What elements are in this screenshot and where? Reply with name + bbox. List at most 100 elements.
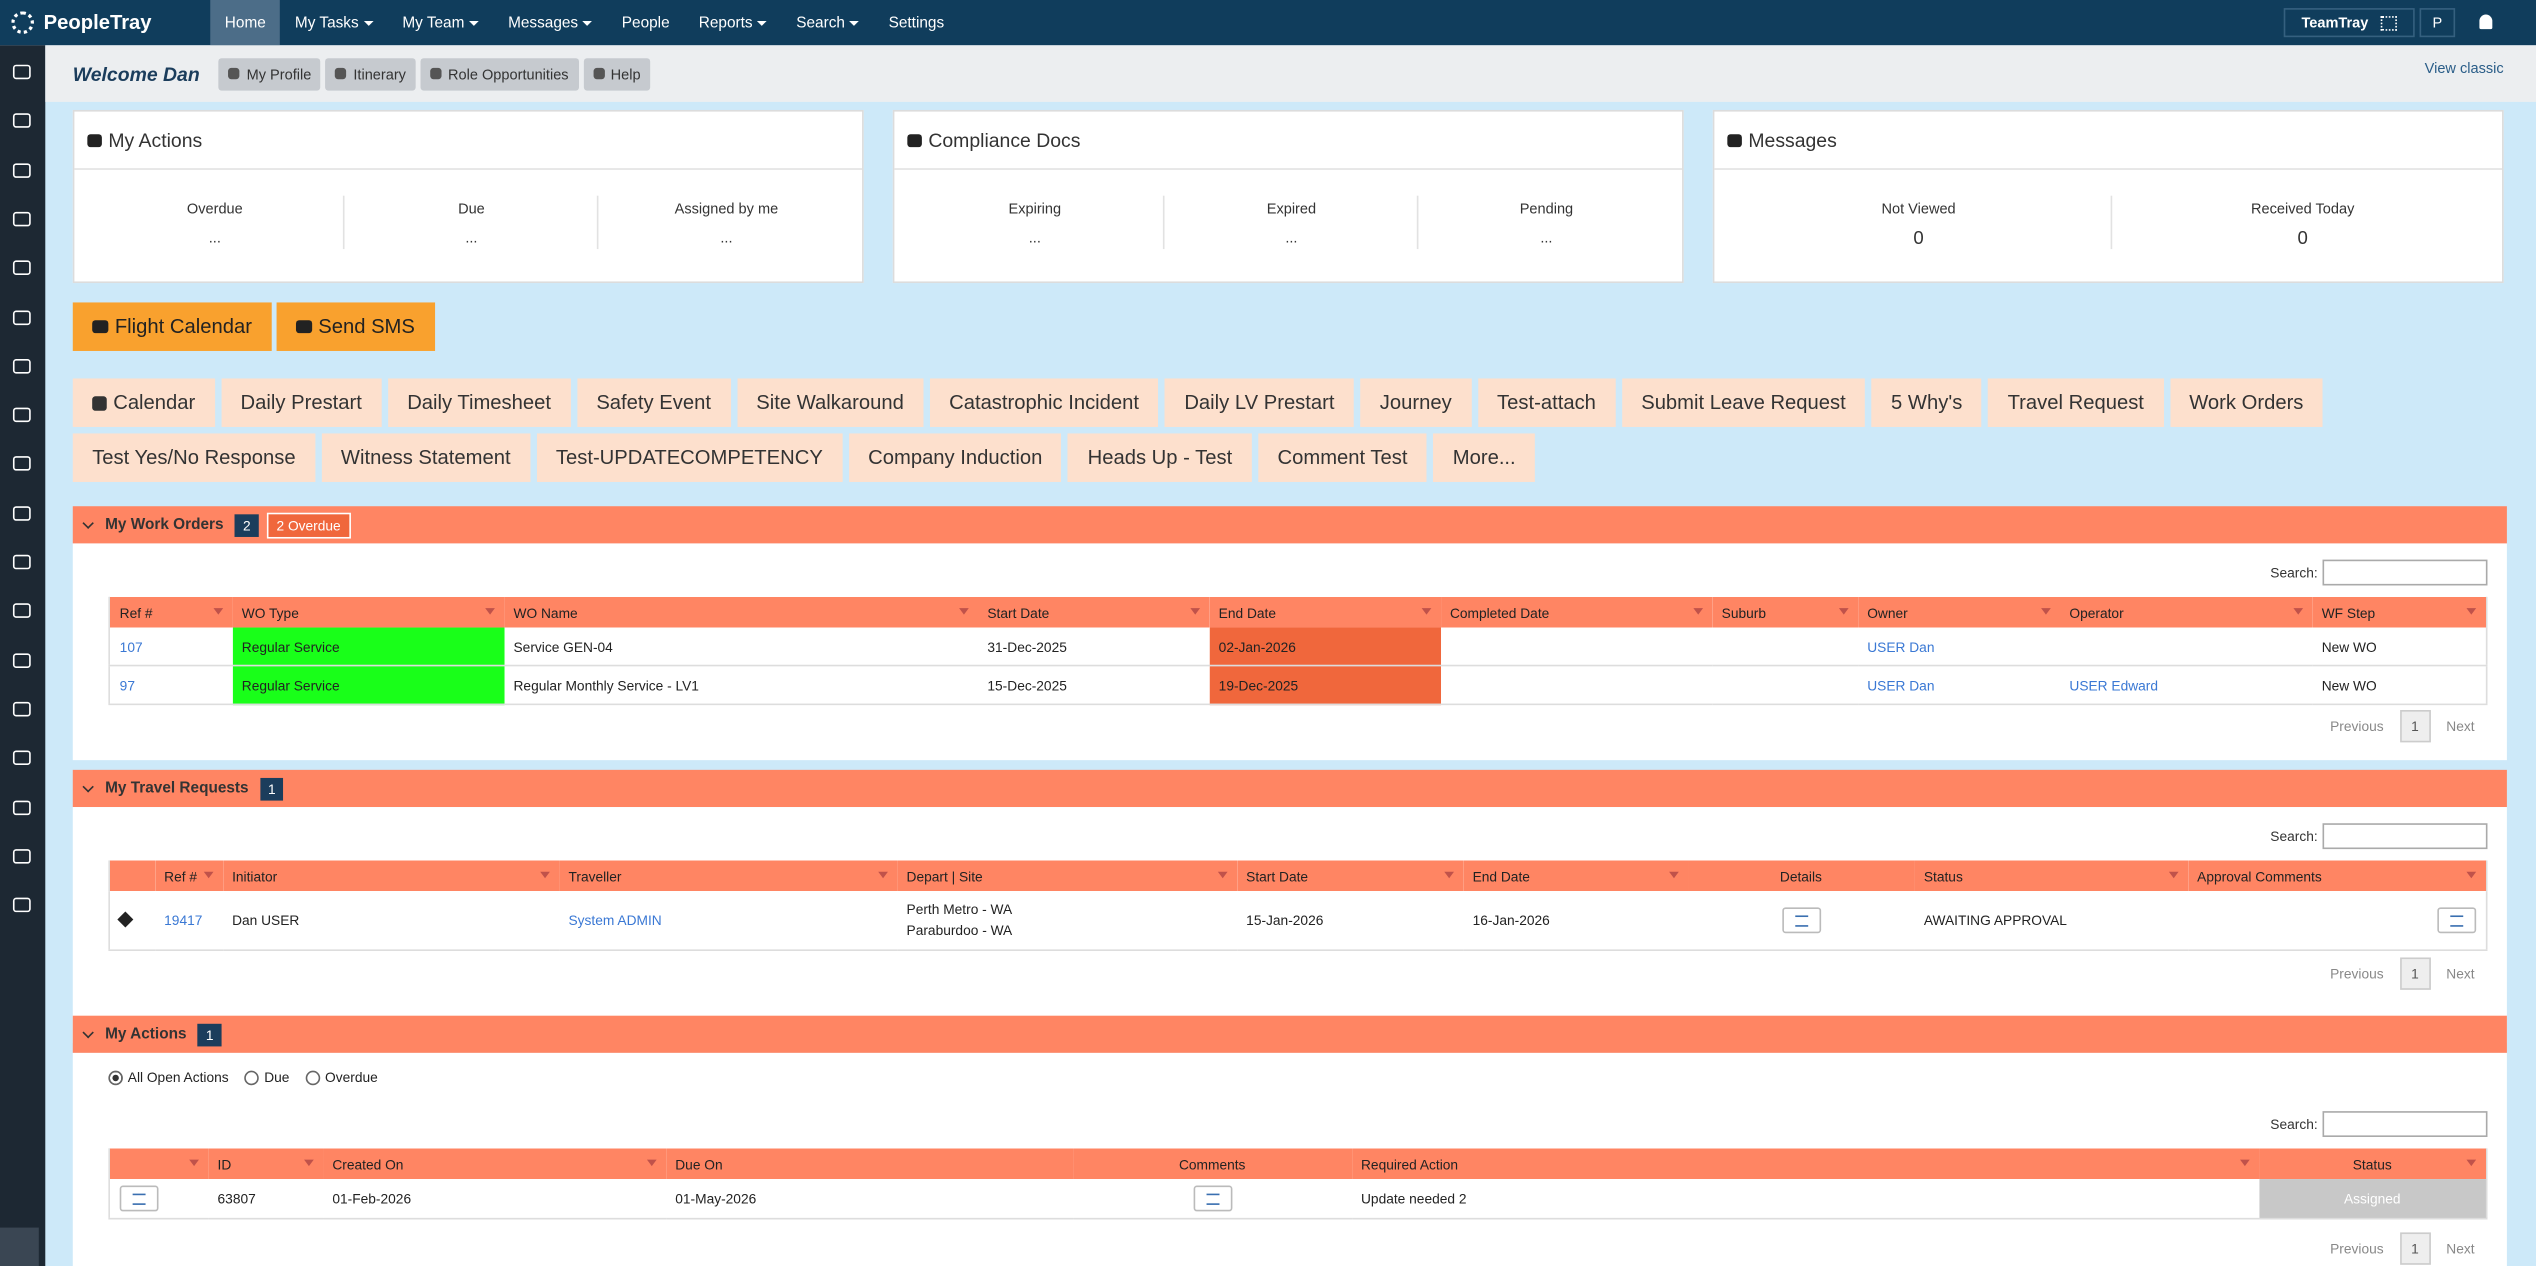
column-header[interactable]: WO Name: [503, 596, 978, 628]
sidebar-icon[interactable]: [12, 554, 31, 570]
sidebar-icon[interactable]: [12, 162, 31, 178]
form-button[interactable]: Witness Statement: [321, 433, 530, 482]
column-header[interactable]: Traveller: [558, 860, 897, 892]
column-header[interactable]: ID: [207, 1148, 323, 1180]
form-button[interactable]: Test-attach: [1477, 378, 1616, 427]
form-button[interactable]: Test Yes/No Response: [72, 433, 316, 482]
column-header[interactable]: WF Step: [2312, 596, 2487, 628]
row-button[interactable]: [1192, 1185, 1232, 1212]
sidebar-icon[interactable]: [12, 113, 31, 129]
column-header[interactable]: Start Date: [1236, 860, 1463, 892]
nav-item[interactable]: My Team: [388, 0, 494, 45]
sidebar-icon[interactable]: [12, 309, 31, 325]
form-button[interactable]: Daily LV Prestart: [1164, 378, 1354, 427]
sidebar-icon[interactable]: [12, 848, 31, 864]
form-button[interactable]: More...: [1433, 433, 1536, 482]
form-button[interactable]: Test-UPDATECOMPETENCY: [536, 433, 843, 482]
pager-next[interactable]: Next: [2446, 1240, 2475, 1257]
user-initial[interactable]: P: [2419, 8, 2456, 38]
pager-next[interactable]: Next: [2446, 965, 2475, 982]
form-button[interactable]: Daily Timesheet: [387, 378, 571, 427]
form-button[interactable]: Calendar: [72, 378, 215, 427]
sidebar-icon[interactable]: [12, 64, 31, 80]
nav-item[interactable]: My Tasks: [280, 0, 387, 45]
form-button[interactable]: Comment Test: [1258, 433, 1427, 482]
nav-item[interactable]: Reports: [684, 0, 781, 45]
column-header[interactable]: Status: [1914, 860, 2188, 892]
column-header[interactable]: Details: [1687, 860, 1915, 892]
filter-option[interactable]: All Open Actions: [108, 1069, 229, 1085]
form-button[interactable]: Travel Request: [1988, 378, 2164, 427]
panel-header[interactable]: My Actions 1: [72, 1015, 2507, 1053]
pager-page[interactable]: 1: [2399, 1232, 2431, 1265]
pager-page[interactable]: 1: [2399, 710, 2431, 743]
column-header[interactable]: Suburb: [1711, 596, 1858, 628]
form-button[interactable]: Catastrophic Incident: [929, 378, 1159, 427]
column-header[interactable]: End Date: [1208, 596, 1441, 628]
cell-text[interactable]: 107: [119, 638, 143, 655]
column-header[interactable]: Due On: [665, 1148, 1074, 1180]
form-button[interactable]: Journey: [1360, 378, 1472, 427]
sidebar-icon[interactable]: [12, 211, 31, 227]
row-button[interactable]: [2437, 907, 2477, 934]
form-button[interactable]: 5 Why's: [1871, 378, 1982, 427]
nav-item[interactable]: People: [607, 0, 684, 45]
sub-button[interactable]: Help: [583, 57, 651, 90]
quick-button[interactable]: Flight Calendar: [72, 302, 272, 351]
pager-previous[interactable]: Previous: [2330, 1240, 2384, 1257]
filter-option[interactable]: Overdue: [305, 1069, 378, 1085]
column-header[interactable]: End Date: [1462, 860, 1688, 892]
sidebar-icon[interactable]: [12, 897, 31, 913]
sidebar-icon[interactable]: [12, 701, 31, 717]
form-button[interactable]: Heads Up - Test: [1068, 433, 1252, 482]
cell-text[interactable]: USER Edward: [2069, 676, 2159, 694]
column-header[interactable]: Status: [2258, 1148, 2487, 1180]
column-header[interactable]: Operator: [2059, 596, 2313, 628]
column-header[interactable]: Created On: [322, 1148, 666, 1180]
column-header[interactable]: Ref #: [109, 596, 233, 628]
column-header[interactable]: Depart | Site: [896, 860, 1237, 892]
sidebar-icon[interactable]: [12, 603, 31, 619]
sub-button[interactable]: My Profile: [219, 57, 322, 90]
column-header[interactable]: [109, 1148, 208, 1180]
form-button[interactable]: Submit Leave Request: [1621, 378, 1866, 427]
column-header[interactable]: WO Type: [232, 596, 504, 628]
form-button[interactable]: Daily Prestart: [221, 378, 382, 427]
sidebar-icon[interactable]: [12, 260, 31, 276]
pager-next[interactable]: Next: [2446, 718, 2475, 735]
form-button[interactable]: Work Orders: [2169, 378, 2323, 427]
column-header[interactable]: Approval Comments: [2187, 860, 2487, 892]
sidebar-icon[interactable]: [12, 652, 31, 668]
team-switch[interactable]: TeamTray: [2283, 8, 2416, 38]
form-button[interactable]: Safety Event: [576, 378, 731, 427]
cell-text[interactable]: USER Dan: [1867, 676, 1935, 694]
panel-header[interactable]: My Travel Requests 1: [72, 769, 2507, 808]
column-header[interactable]: Start Date: [977, 596, 1209, 628]
cell-text[interactable]: 19417: [164, 912, 203, 929]
sidebar-icon[interactable]: [12, 358, 31, 374]
nav-item[interactable]: Home: [210, 0, 281, 46]
cell-text[interactable]: USER Dan: [1867, 638, 1935, 655]
column-header[interactable]: Owner: [1857, 596, 2060, 628]
pager-page[interactable]: 1: [2399, 957, 2431, 990]
quick-button[interactable]: Send SMS: [276, 302, 435, 351]
sub-button[interactable]: Itinerary: [325, 57, 416, 90]
search-input[interactable]: [2322, 559, 2488, 586]
nav-item[interactable]: Settings: [874, 0, 959, 45]
search-input[interactable]: [2322, 1111, 2488, 1137]
sidebar-icon[interactable]: [12, 505, 31, 521]
panel-header[interactable]: My Work Orders 2 2 Overdue: [72, 506, 2507, 544]
cell-text[interactable]: 97: [119, 676, 135, 694]
view-classic[interactable]: View classic: [2424, 59, 2504, 77]
column-header[interactable]: Ref #: [154, 860, 223, 892]
column-header[interactable]: [109, 860, 155, 892]
row-button[interactable]: [119, 1185, 159, 1212]
user-icon[interactable]: [2479, 14, 2493, 30]
sidebar-icon[interactable]: [12, 407, 31, 423]
sidebar-icon[interactable]: [12, 750, 31, 766]
sub-button[interactable]: Role Opportunities: [420, 57, 579, 90]
column-header[interactable]: Initiator: [222, 860, 559, 892]
nav-item[interactable]: Messages: [494, 0, 608, 45]
filter-option[interactable]: Due: [244, 1069, 289, 1085]
pager-previous[interactable]: Previous: [2330, 965, 2384, 982]
